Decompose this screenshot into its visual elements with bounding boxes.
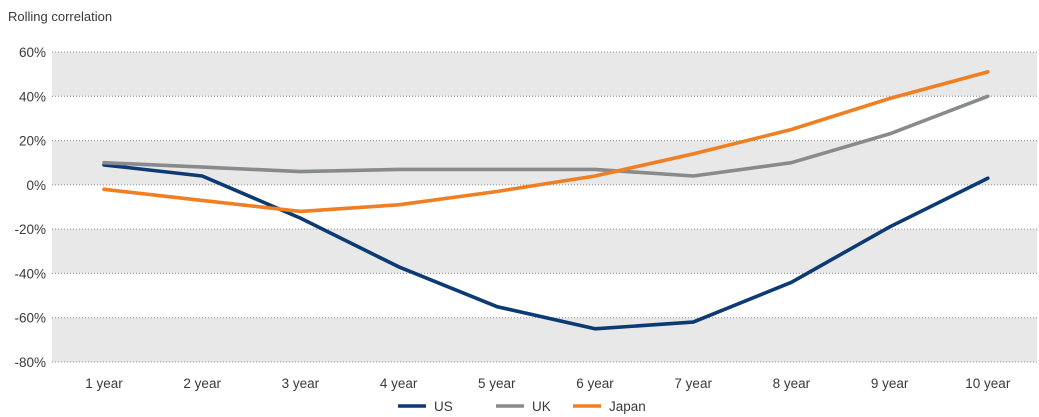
x-axis-tick-labels: 1 year 2 year 3 year 4 year 5 year 6 year 7 ye… [85, 376, 1011, 391]
y-tick-label: -20% [14, 222, 46, 237]
background-bands [52, 52, 1037, 362]
x-tick-label: 10 year [965, 376, 1011, 391]
y-tick-label: -60% [14, 311, 46, 326]
x-tick-label: 4 year [380, 376, 418, 391]
legend-label-uk: UK [532, 399, 551, 414]
legend: US UK Japan [398, 399, 646, 414]
legend-label-japan: Japan [609, 399, 646, 414]
y-axis-title: Rolling correlation [8, 9, 112, 24]
y-axis-tick-labels: 60% 40% 20% 0% -20% -40% -60% -80% [14, 45, 46, 370]
shaded-band [52, 52, 1037, 97]
series-line-us [102, 163, 990, 331]
shaded-band [52, 229, 1037, 274]
y-tick-label: -80% [14, 355, 46, 370]
y-tick-label: 60% [19, 45, 46, 60]
x-tick-label: 3 year [282, 376, 320, 391]
y-tick-label: -40% [14, 266, 46, 281]
x-tick-label: 1 year [85, 376, 123, 391]
series-line-japan [102, 70, 990, 214]
x-tick-label: 6 year [576, 376, 614, 391]
x-tick-label: 8 year [773, 376, 811, 391]
x-tick-label: 7 year [674, 376, 712, 391]
series-lines [102, 70, 990, 331]
series-line-uk [102, 94, 990, 178]
x-tick-label: 9 year [871, 376, 909, 391]
x-tick-label: 5 year [478, 376, 516, 391]
y-tick-label: 0% [26, 178, 46, 193]
y-tick-label: 40% [19, 89, 46, 104]
x-tick-label: 2 year [183, 376, 221, 391]
y-tick-label: 20% [19, 134, 46, 149]
legend-label-us: US [434, 399, 453, 414]
shaded-band [52, 140, 1037, 185]
shaded-band [52, 317, 1037, 362]
